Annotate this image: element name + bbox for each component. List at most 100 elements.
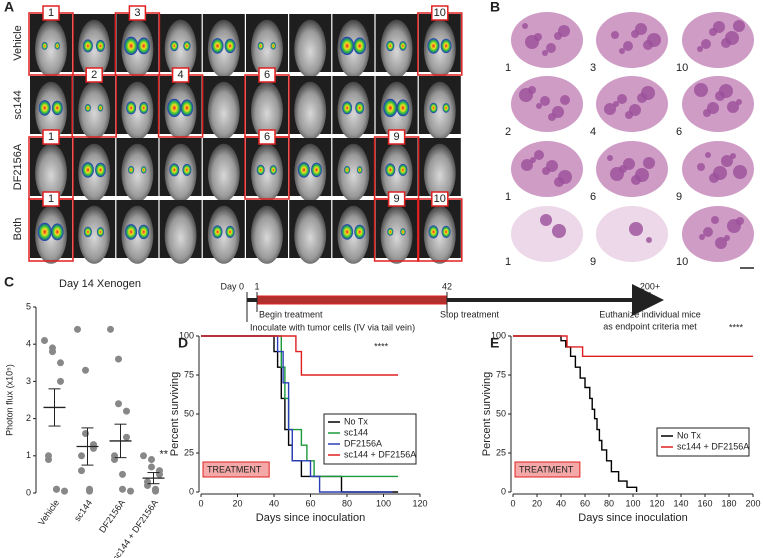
signal: [169, 163, 180, 177]
annotation: ****: [729, 323, 744, 333]
y-tick-label: 4: [26, 339, 31, 349]
highlight-tag: [42, 5, 60, 21]
tumor-nodule: [607, 155, 613, 161]
dot: [78, 467, 85, 475]
signal: [225, 225, 235, 238]
treatment-label: TREATMENT: [519, 464, 574, 474]
y-tick-label: 50: [184, 408, 194, 418]
section-number: 2: [505, 126, 511, 138]
lung-section: [682, 76, 754, 132]
tumor-nodule: [604, 103, 616, 115]
tumor-nodule: [643, 40, 653, 50]
dot: [41, 336, 48, 344]
x-axis-label: Days since inoculation: [256, 512, 365, 524]
x-tick-label: 100: [376, 498, 391, 508]
tumor-nodule: [727, 101, 739, 113]
mouse-body: [251, 81, 283, 140]
signal: [141, 166, 147, 174]
dot: [78, 452, 85, 460]
mouse-body: [380, 19, 413, 78]
x-tick-label: 20: [532, 498, 542, 508]
y-tick-label: 25: [496, 447, 506, 457]
x-tick-label: 80: [604, 498, 614, 508]
mouse-body: [207, 205, 240, 264]
lung-section: [596, 12, 668, 68]
mouse-body: [337, 81, 370, 140]
x-tick-label: 120: [412, 498, 427, 508]
mouse-body: [423, 19, 456, 78]
mouse-body: [251, 205, 283, 264]
signal: [96, 39, 105, 52]
y-tick-label: 75: [496, 369, 506, 379]
highlight-number: 3: [134, 7, 140, 19]
treatment-bar: [256, 295, 448, 305]
tumor-nodule: [611, 31, 619, 39]
section-number: 10: [676, 256, 688, 268]
annotation: ****: [374, 341, 389, 351]
x-tick-label: 60: [580, 498, 590, 508]
signal: [387, 228, 394, 236]
signal: [124, 36, 139, 56]
signal: [125, 224, 138, 240]
tumor-nodule: [711, 216, 719, 224]
x-tick-label: Vehicle: [36, 498, 61, 528]
legend-label: sc144: [344, 427, 368, 437]
signal: [442, 103, 450, 113]
mouse-body: [380, 205, 413, 264]
dot: [111, 456, 118, 464]
tumor-nodule: [699, 234, 705, 240]
x-tick-label: 140: [673, 498, 688, 508]
mouse-body: [294, 81, 327, 140]
tumor-nodule: [643, 157, 655, 169]
dot: [45, 456, 52, 464]
row-label: Vehicle: [12, 25, 24, 60]
tumor-nodule: [619, 48, 625, 54]
signal: [82, 39, 93, 53]
signal: [182, 163, 192, 176]
highlight-tag: [258, 129, 276, 145]
highlight-number: 10: [434, 193, 446, 205]
survival-curve: [201, 335, 393, 493]
tumor-nodule: [525, 35, 539, 49]
treatment-label: TREATMENT: [207, 464, 262, 474]
signal: [355, 101, 365, 114]
signal: [297, 162, 310, 178]
tumor-nodule: [522, 23, 528, 29]
highlight-number: 6: [264, 69, 270, 81]
signal: [270, 42, 276, 50]
mouse-body: [78, 205, 111, 264]
tumor-nodule: [727, 219, 741, 233]
signal: [269, 165, 277, 175]
dot: [144, 482, 151, 490]
highlight-tag: [42, 129, 60, 145]
highlight-tag: [431, 5, 449, 21]
tumor-nodule: [709, 28, 717, 36]
y-tick-label: 0: [189, 486, 194, 496]
x-tick-label: 80: [342, 498, 352, 508]
signal: [183, 41, 191, 51]
highlight-number: 1: [48, 193, 54, 205]
tumor-nodule: [733, 165, 747, 179]
dot: [119, 470, 126, 478]
x-tick-label: 0: [510, 498, 515, 508]
lung-section: [511, 12, 583, 68]
mouse-body: [207, 143, 240, 202]
panel-letter: D: [178, 335, 188, 351]
tumor-nodule: [715, 237, 727, 249]
tumor-nodule: [548, 113, 556, 121]
highlight-tag: [42, 191, 60, 207]
tumor-nodule: [733, 20, 745, 32]
tumor-nodule: [721, 155, 733, 167]
signal: [357, 166, 363, 174]
timeline-mark: 42: [442, 281, 452, 291]
row-label: sc144: [12, 90, 24, 119]
dot: [115, 355, 122, 363]
tumor-nodule: [709, 173, 719, 183]
panel-letter: E: [490, 335, 499, 351]
dot: [57, 359, 64, 367]
survival-curve: [201, 335, 399, 478]
section-number: 1: [505, 62, 511, 74]
x-tick-label: sc144: [72, 498, 94, 523]
tumor-nodule: [552, 224, 566, 238]
